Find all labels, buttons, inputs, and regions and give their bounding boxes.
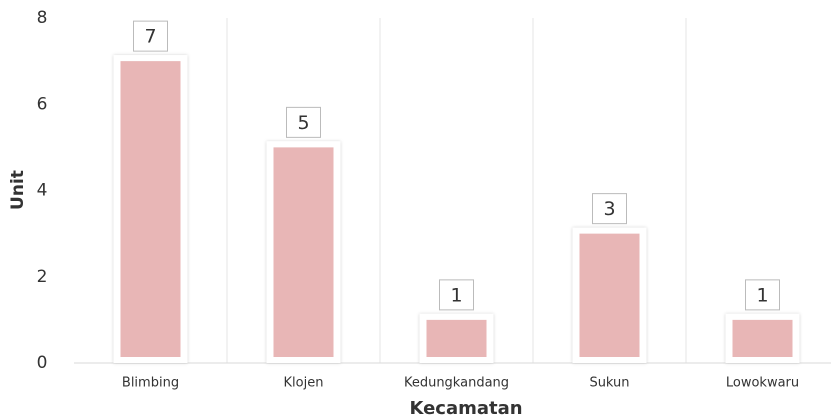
x-axis-title: Kecamatan — [409, 398, 522, 419]
y-axis-title: Unit — [8, 170, 28, 210]
y-tick-label: 0 — [37, 353, 48, 373]
data-label-box — [592, 193, 627, 225]
x-tick-label: Kedungkandang — [404, 376, 509, 391]
bar — [120, 61, 181, 357]
data-label: 5 — [297, 112, 309, 134]
bar — [579, 233, 640, 357]
y-tick-label: 6 — [37, 94, 48, 114]
data-label-box — [133, 20, 168, 52]
x-tick-label: Lowokwaru — [726, 376, 799, 391]
data-label: 7 — [144, 26, 156, 48]
data-label-box — [439, 279, 474, 311]
y-tick-label: 2 — [37, 267, 48, 287]
data-label-box — [286, 106, 321, 138]
x-tick-label: Sukun — [589, 376, 629, 391]
y-tick-label: 8 — [37, 8, 48, 28]
bar — [732, 319, 793, 357]
bar — [273, 147, 334, 357]
data-label: 3 — [603, 198, 615, 220]
bar — [426, 319, 487, 357]
y-tick-label: 4 — [37, 181, 48, 201]
data-label: 1 — [756, 284, 768, 306]
data-label: 1 — [450, 284, 462, 306]
data-label-box — [745, 279, 780, 311]
x-tick-label: Blimbing — [122, 376, 179, 391]
x-tick-label: Klojen — [284, 376, 324, 391]
